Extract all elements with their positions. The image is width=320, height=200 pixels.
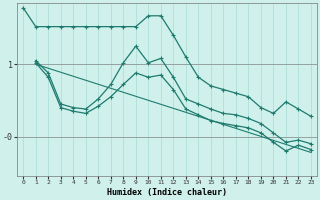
X-axis label: Humidex (Indice chaleur): Humidex (Indice chaleur)	[107, 188, 227, 197]
